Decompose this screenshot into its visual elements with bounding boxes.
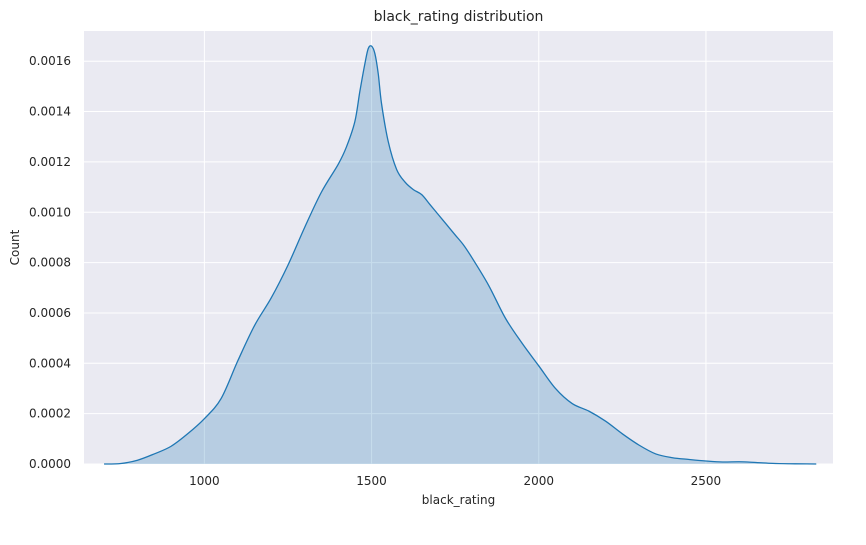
x-tick-label: 2000 (523, 474, 554, 488)
y-tick-label: 0.0014 (29, 105, 71, 119)
y-tick-label: 0.0004 (29, 356, 71, 370)
x-tick-label: 1000 (189, 474, 220, 488)
y-tick-label: 0.0010 (29, 205, 71, 219)
y-tick-label: 0.0012 (29, 155, 71, 169)
y-tick-label: 0.0000 (29, 457, 71, 471)
grid-lines (84, 31, 833, 465)
plot-background (84, 31, 833, 464)
y-tick-labels: 0.0000 0.0002 0.0004 0.0006 0.0008 0.0010 0.00… (29, 54, 71, 471)
y-tick-label: 0.0008 (29, 256, 71, 270)
density-area (104, 45, 817, 465)
x-axis-label: black_rating (422, 493, 495, 507)
y-tick-label: 0.0006 (29, 306, 71, 320)
chart-title: black_rating distribution (374, 9, 544, 25)
x-tick-label: 1500 (356, 474, 387, 488)
x-tick-labels: 1000 1500 2000 2500 (189, 474, 721, 488)
y-tick-label: 0.0016 (29, 54, 71, 68)
x-tick-label: 2500 (691, 474, 722, 488)
density-line (104, 45, 817, 465)
y-axis-label: Count (8, 229, 22, 265)
y-tick-label: 0.0002 (29, 407, 71, 421)
